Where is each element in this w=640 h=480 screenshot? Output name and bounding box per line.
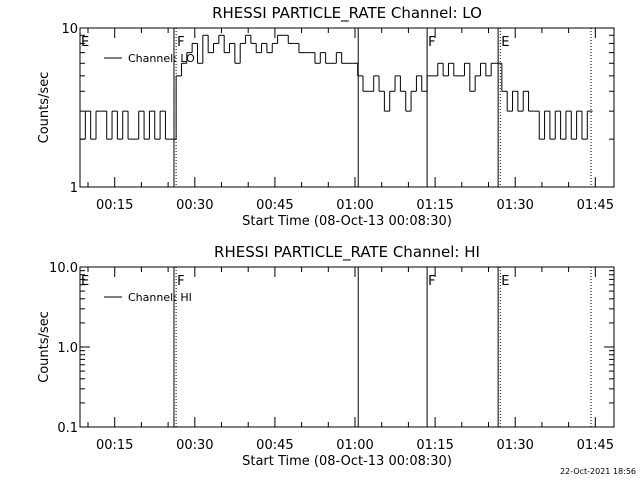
x-tick-label: 00:45	[256, 198, 293, 213]
x-tick-label: 00:45	[256, 438, 293, 453]
y-tick-label: 10	[61, 22, 78, 37]
x-tick-label: 00:30	[176, 198, 213, 213]
y-tick-label: 0.1	[57, 421, 78, 436]
event-marker: F	[177, 274, 184, 289]
x-tick-label: 01:00	[336, 198, 373, 213]
event-marker: F	[428, 35, 435, 50]
x-tick-label: 01:30	[496, 198, 533, 213]
y-axis-label: Counts/sec	[37, 72, 52, 144]
event-marker: E	[501, 274, 509, 289]
legend-label: Channel: LO	[128, 52, 195, 65]
y-axis-label: Counts/sec	[37, 311, 52, 383]
chart-title: RHESSI PARTICLE_RATE Channel: HI	[214, 243, 480, 262]
x-tick-label: 00:15	[96, 198, 133, 213]
event-marker: E	[501, 35, 509, 50]
event-marker: E	[81, 274, 89, 289]
x-tick-label: 01:15	[416, 198, 453, 213]
chart-title: RHESSI PARTICLE_RATE Channel: LO	[212, 4, 482, 23]
y-tick-label: 1	[70, 181, 78, 196]
x-tick-label: 01:30	[496, 438, 533, 453]
x-axis-label: Start Time (08-Oct-13 00:08:30)	[242, 214, 452, 229]
x-axis-label: Start Time (08-Oct-13 00:08:30)	[242, 454, 452, 469]
x-tick-label: 00:30	[176, 438, 213, 453]
x-tick-label: 01:00	[336, 438, 373, 453]
x-tick-label: 00:15	[96, 438, 133, 453]
x-tick-label: 01:15	[416, 438, 453, 453]
plot-frame	[79, 27, 615, 188]
y-tick-label: 10.0	[49, 261, 78, 276]
event-marker: F	[177, 35, 184, 50]
x-tick-label: 01:45	[577, 198, 614, 213]
event-marker: E	[81, 35, 89, 50]
legend-label: Channel: HI	[128, 291, 192, 304]
x-tick-label: 01:45	[577, 438, 614, 453]
footer: 22-Oct-2021 18:56	[560, 467, 636, 476]
y-tick-label: 1.0	[57, 341, 78, 356]
event-marker: F	[428, 274, 435, 289]
